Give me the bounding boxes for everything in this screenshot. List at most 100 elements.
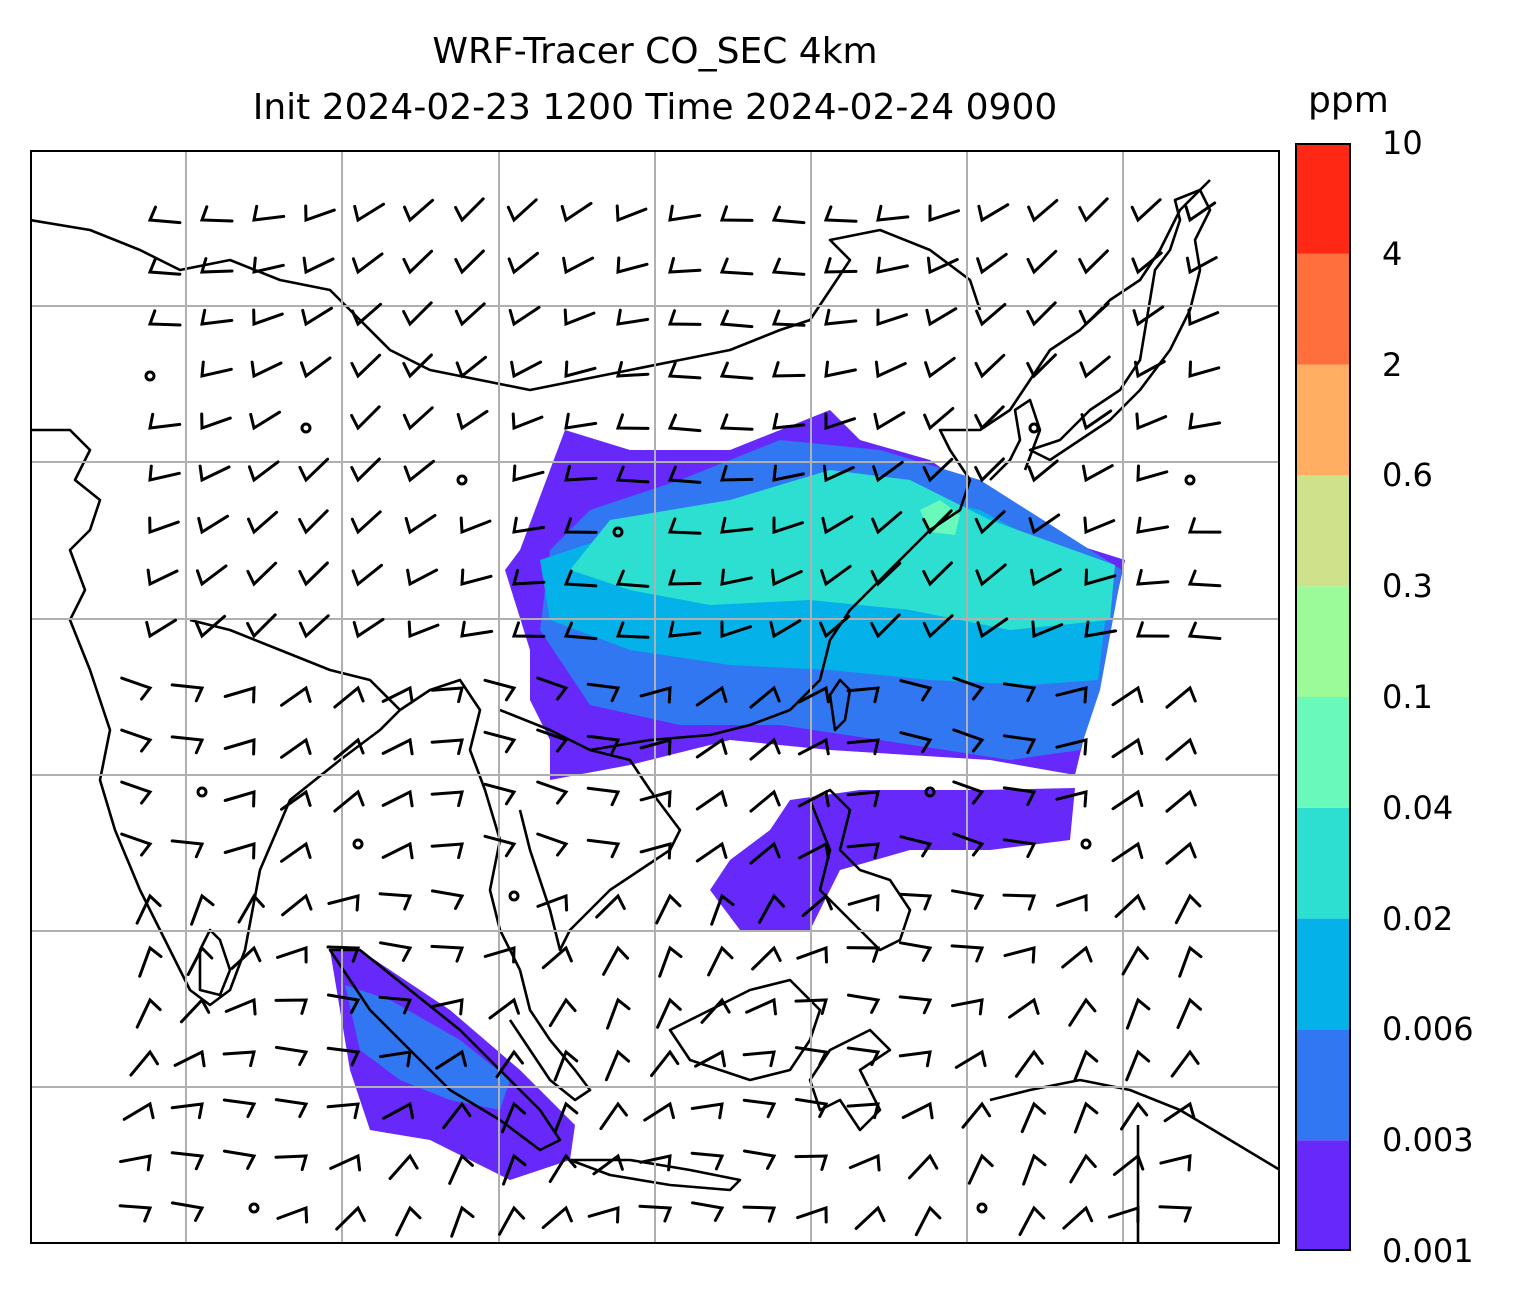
wind-barb [145,618,177,639]
wind-barb [353,202,385,223]
wind-barb [667,569,702,586]
wind-barb [118,1204,153,1223]
wind-barb [548,1153,577,1183]
wind-barb [772,516,804,535]
wind-barb [710,893,735,926]
wind-barb [602,945,630,976]
wind-barb [819,615,851,639]
plume-south-inner [345,985,510,1110]
wind-barb [276,1205,309,1224]
wind-barb [977,203,1010,223]
wind-barb [950,944,985,963]
wind-barb [120,832,153,857]
wind-barb [871,511,903,535]
wind-barb [922,457,954,483]
wind-barb [974,405,1005,431]
wind-barb [388,1153,419,1180]
wind-barb [1069,1153,1097,1184]
calm-wind-marker [976,1202,988,1214]
coast-korea [989,398,1042,481]
wind-barb [223,685,256,704]
wind-barb [381,685,414,704]
wind-barb [329,1153,362,1172]
wind-barb [199,205,234,223]
wind-barb [1159,1154,1192,1172]
wind-barb [148,516,180,535]
wind-barb [222,1050,256,1068]
wind-barb [536,780,569,805]
wind-barb [200,308,234,326]
wind-barb [924,356,956,379]
wind-barb [460,620,494,638]
wind-barb [1026,249,1058,275]
wind-barb [502,1153,527,1186]
wind-barb [854,1205,886,1230]
wind-barb [616,361,650,378]
wind-barb [1080,409,1113,431]
wind-barb [643,1101,675,1122]
wind-barb [846,738,880,756]
wind-barb [147,257,182,276]
coast-south-asia [30,428,401,1007]
wind-barb [1132,305,1165,327]
wind-barb [222,1149,257,1170]
wind-barb [690,1151,725,1171]
wind-barb [119,1154,152,1172]
wind-barb [381,789,414,808]
wind-barb [615,413,650,430]
wind-barb [604,1049,631,1082]
wind-barb [230,945,262,970]
coast-myanmar [399,678,522,971]
wind-barb [1165,789,1197,813]
wind-barb [954,1049,987,1069]
wind-barb [1026,353,1057,379]
wind-barb [247,460,280,483]
wind-barb [247,510,279,535]
map-title: WRF-Tracer CO_SEC 4km [432,31,878,72]
wind-barb [1174,893,1202,925]
wind-barb [771,257,806,276]
colorbar [1295,143,1351,1251]
wind-barb [586,682,621,703]
wind-barb [961,1101,992,1129]
wind-barb [952,676,985,701]
wind-barb [639,686,672,704]
wind-barb [914,1205,942,1237]
wind-barb [170,735,205,755]
wind-barb [1062,1205,1094,1230]
wind-barb [870,613,901,639]
wind-barb [435,1049,467,1070]
wind-barb [823,205,858,223]
wind-barb [1073,1049,1099,1082]
wind-barb [507,251,539,275]
colorbar-tick-label: 0.02 [1382,899,1454,938]
wind-barb [1073,1101,1099,1134]
wind-barb [1022,1153,1047,1186]
wind-barb [1112,1153,1145,1176]
colorbar-tick-label: 0.3 [1382,567,1433,606]
wind-barb [1008,997,1040,1019]
coast-borneo [668,978,822,1082]
wind-barb [922,561,953,587]
wind-barb [967,1153,994,1185]
calm-wind-marker [352,838,364,850]
wind-barb [668,204,702,222]
wind-barb [563,517,598,534]
colorbar-units: ppm [1308,80,1389,121]
wind-barb [541,945,573,970]
wind-barb [1055,686,1088,704]
wind-barb [1158,1205,1193,1223]
wind-barb [615,621,650,639]
wind-barb [274,1098,309,1118]
wind-barb [1055,790,1088,808]
colorbar-tick-label: 0.001 [1382,1232,1474,1270]
wind-barbs [118,197,1222,1238]
wind-barb [510,360,543,379]
wind-barb [406,568,439,587]
wind-barb [749,737,781,761]
wind-barb [655,893,682,925]
wind-barb [553,1101,579,1134]
wind-barb [1184,201,1217,223]
wind-barb [1078,197,1109,223]
wind-barb [1078,249,1109,275]
